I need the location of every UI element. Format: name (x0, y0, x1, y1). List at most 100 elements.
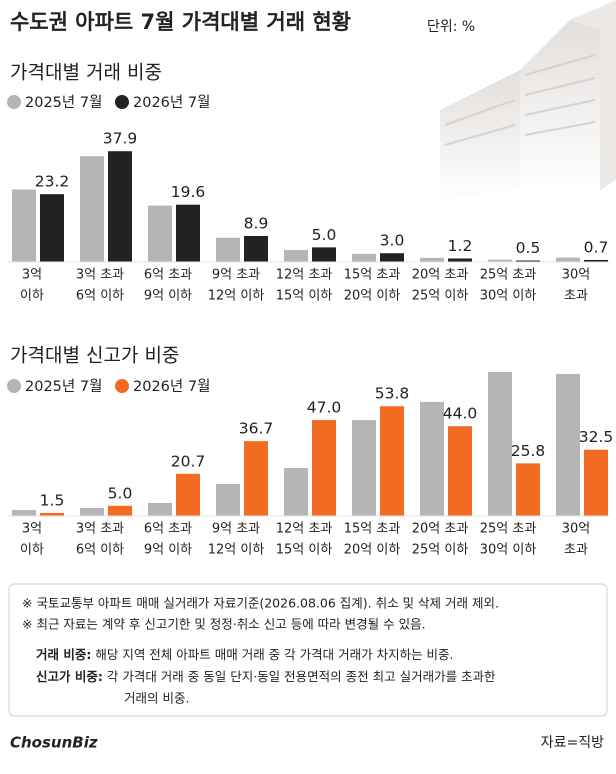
value-label: 5.0 (312, 226, 337, 244)
title: 수도권 아파트 7월 가격대별 거래 현황 (10, 10, 351, 34)
value-label: 36.7 (239, 420, 274, 438)
bar (176, 473, 200, 516)
logo: ChosunBiz (10, 734, 98, 752)
legend-swatch (7, 95, 21, 109)
value-label: 19.6 (171, 183, 206, 201)
value-label: 5.0 (108, 484, 133, 502)
x-tick-label: 6억 초과 (144, 522, 192, 537)
legend-label: 2025년 7월 (25, 378, 102, 395)
definition: 신고가 비중: 각 가격대 거래 중 동일 단지·동일 전용면적의 종전 최고 … (36, 669, 496, 684)
legend-swatch (115, 95, 129, 109)
bar (556, 374, 580, 516)
chart-title: 가격대별 거래 비중 (10, 62, 162, 84)
x-tick-label: 이하 (20, 289, 44, 304)
x-tick-label: 20억 이하 (344, 543, 401, 558)
x-tick-label: 15억 이하 (276, 543, 333, 558)
value-label: 44.0 (443, 405, 478, 423)
bar (488, 259, 512, 262)
legend-label: 2026년 7월 (133, 94, 210, 111)
bar (108, 151, 132, 262)
bar (148, 502, 172, 516)
value-label: 37.9 (103, 130, 138, 148)
bar (488, 371, 512, 516)
value-label: 20.7 (171, 452, 206, 470)
bar (244, 441, 268, 516)
bar (176, 204, 200, 262)
bar (40, 512, 64, 516)
definition-text: 거래의 비중. (124, 691, 189, 706)
definition: 거래 비중: 해당 지역 전체 아파트 매매 거래 중 각 가격대 거래가 차지… (36, 647, 454, 662)
value-label: 1.2 (448, 237, 473, 255)
x-tick-label: 25억 초과 (480, 268, 537, 283)
x-tick-label: 3억 초과 (76, 522, 124, 537)
x-tick-label: 25억 초과 (480, 522, 537, 537)
bar (584, 259, 608, 262)
x-tick-label: 12억 이하 (208, 289, 265, 304)
value-label: 8.9 (244, 214, 269, 232)
value-label: 32.5 (579, 428, 614, 446)
bar (352, 420, 376, 516)
x-tick-label: 20억 초과 (412, 268, 469, 283)
value-label: 47.0 (307, 399, 342, 417)
x-tick-label: 25억 이하 (412, 289, 469, 304)
bar (516, 260, 540, 262)
x-tick-label: 25억 이하 (412, 543, 469, 558)
bar (380, 406, 404, 516)
note: ※ 최근 자료는 계약 후 신고기한 및 정정·취소 신고 등에 따라 변경될 … (22, 617, 426, 632)
bar (448, 258, 472, 262)
x-tick-label: 12억 이하 (208, 543, 265, 558)
bar (12, 189, 36, 262)
x-tick-label: 20억 초과 (412, 522, 469, 537)
legend-swatch (7, 379, 21, 393)
bar (516, 463, 540, 516)
x-tick-label: 초과 (564, 289, 588, 304)
definition-term: 거래 비중: (36, 647, 91, 662)
bar (12, 510, 36, 516)
x-tick-label: 6억 초과 (144, 268, 192, 283)
x-tick-label: 6억 이하 (76, 289, 124, 304)
x-tick-label: 초과 (564, 543, 588, 558)
legend-label: 2026년 7월 (133, 378, 210, 395)
bar (312, 420, 336, 516)
definition-text: 해당 지역 전체 아파트 매매 거래 중 각 가격대 거래가 차지하는 비중. (95, 647, 453, 662)
bar (584, 449, 608, 516)
value-label: 1.5 (40, 491, 65, 509)
bar (284, 250, 308, 262)
note: ※ 국토교통부 아파트 매매 실거래가 자료기준(2026.08.06 집계).… (22, 596, 499, 611)
value-label: 0.5 (516, 239, 541, 257)
x-tick-label: 15억 이하 (276, 289, 333, 304)
x-tick-label: 12억 초과 (276, 522, 333, 537)
value-label: 25.8 (511, 442, 546, 460)
bar (312, 247, 336, 262)
x-tick-label: 3억 (22, 268, 42, 283)
x-tick-label: 30억 이하 (480, 543, 537, 558)
bar (556, 257, 580, 262)
bar (420, 401, 444, 516)
definition-term: 신고가 비중: (36, 669, 103, 684)
x-tick-label: 30억 이하 (480, 289, 537, 304)
x-tick-label: 9억 초과 (212, 522, 260, 537)
bar (108, 505, 132, 516)
value-label: 3.0 (380, 232, 405, 250)
x-tick-label: 6억 이하 (76, 543, 124, 558)
x-tick-label: 15억 초과 (344, 268, 401, 283)
bar (80, 508, 104, 516)
bar (216, 237, 240, 262)
value-label: 53.8 (375, 385, 410, 403)
building-illustration (440, 0, 616, 200)
bar (148, 205, 172, 262)
bar (352, 253, 376, 262)
unit: 단위: % (427, 19, 475, 35)
x-tick-label: 30억 (562, 268, 591, 283)
legend-swatch (115, 379, 129, 393)
x-tick-label: 12억 초과 (276, 268, 333, 283)
x-tick-label: 15억 초과 (344, 522, 401, 537)
source: 자료=직방 (541, 735, 604, 751)
bar (216, 483, 240, 516)
x-tick-label: 20억 이하 (344, 289, 401, 304)
bar (448, 426, 472, 516)
notes-box (8, 583, 608, 717)
bar (244, 235, 268, 262)
